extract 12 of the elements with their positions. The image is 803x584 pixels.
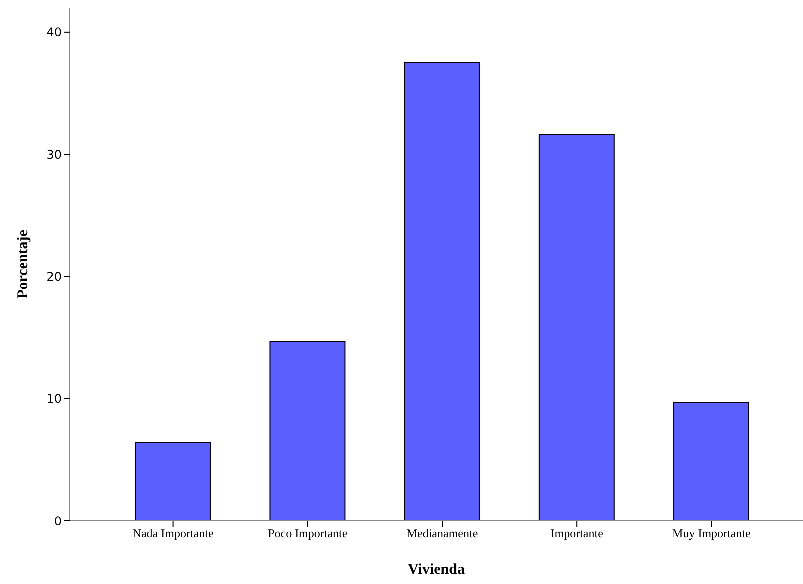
y-tick-label: 20 <box>46 270 62 284</box>
x-tick-label: Medianamente <box>406 526 478 541</box>
x-axis-title: Vivienda <box>408 562 466 578</box>
x-tick-label: Muy Importante <box>672 526 751 541</box>
y-axis-title: Porcentaje <box>15 230 32 299</box>
x-tick-label: Poco Importante <box>268 526 348 541</box>
y-tick-label: 0 <box>54 514 62 528</box>
y-tick-label: 30 <box>46 148 62 162</box>
y-tick-label: 10 <box>46 392 62 406</box>
x-tick-label: Importante <box>550 526 604 541</box>
y-tick-label: 40 <box>46 26 62 40</box>
x-tick-label: Nada Importante <box>132 526 214 541</box>
